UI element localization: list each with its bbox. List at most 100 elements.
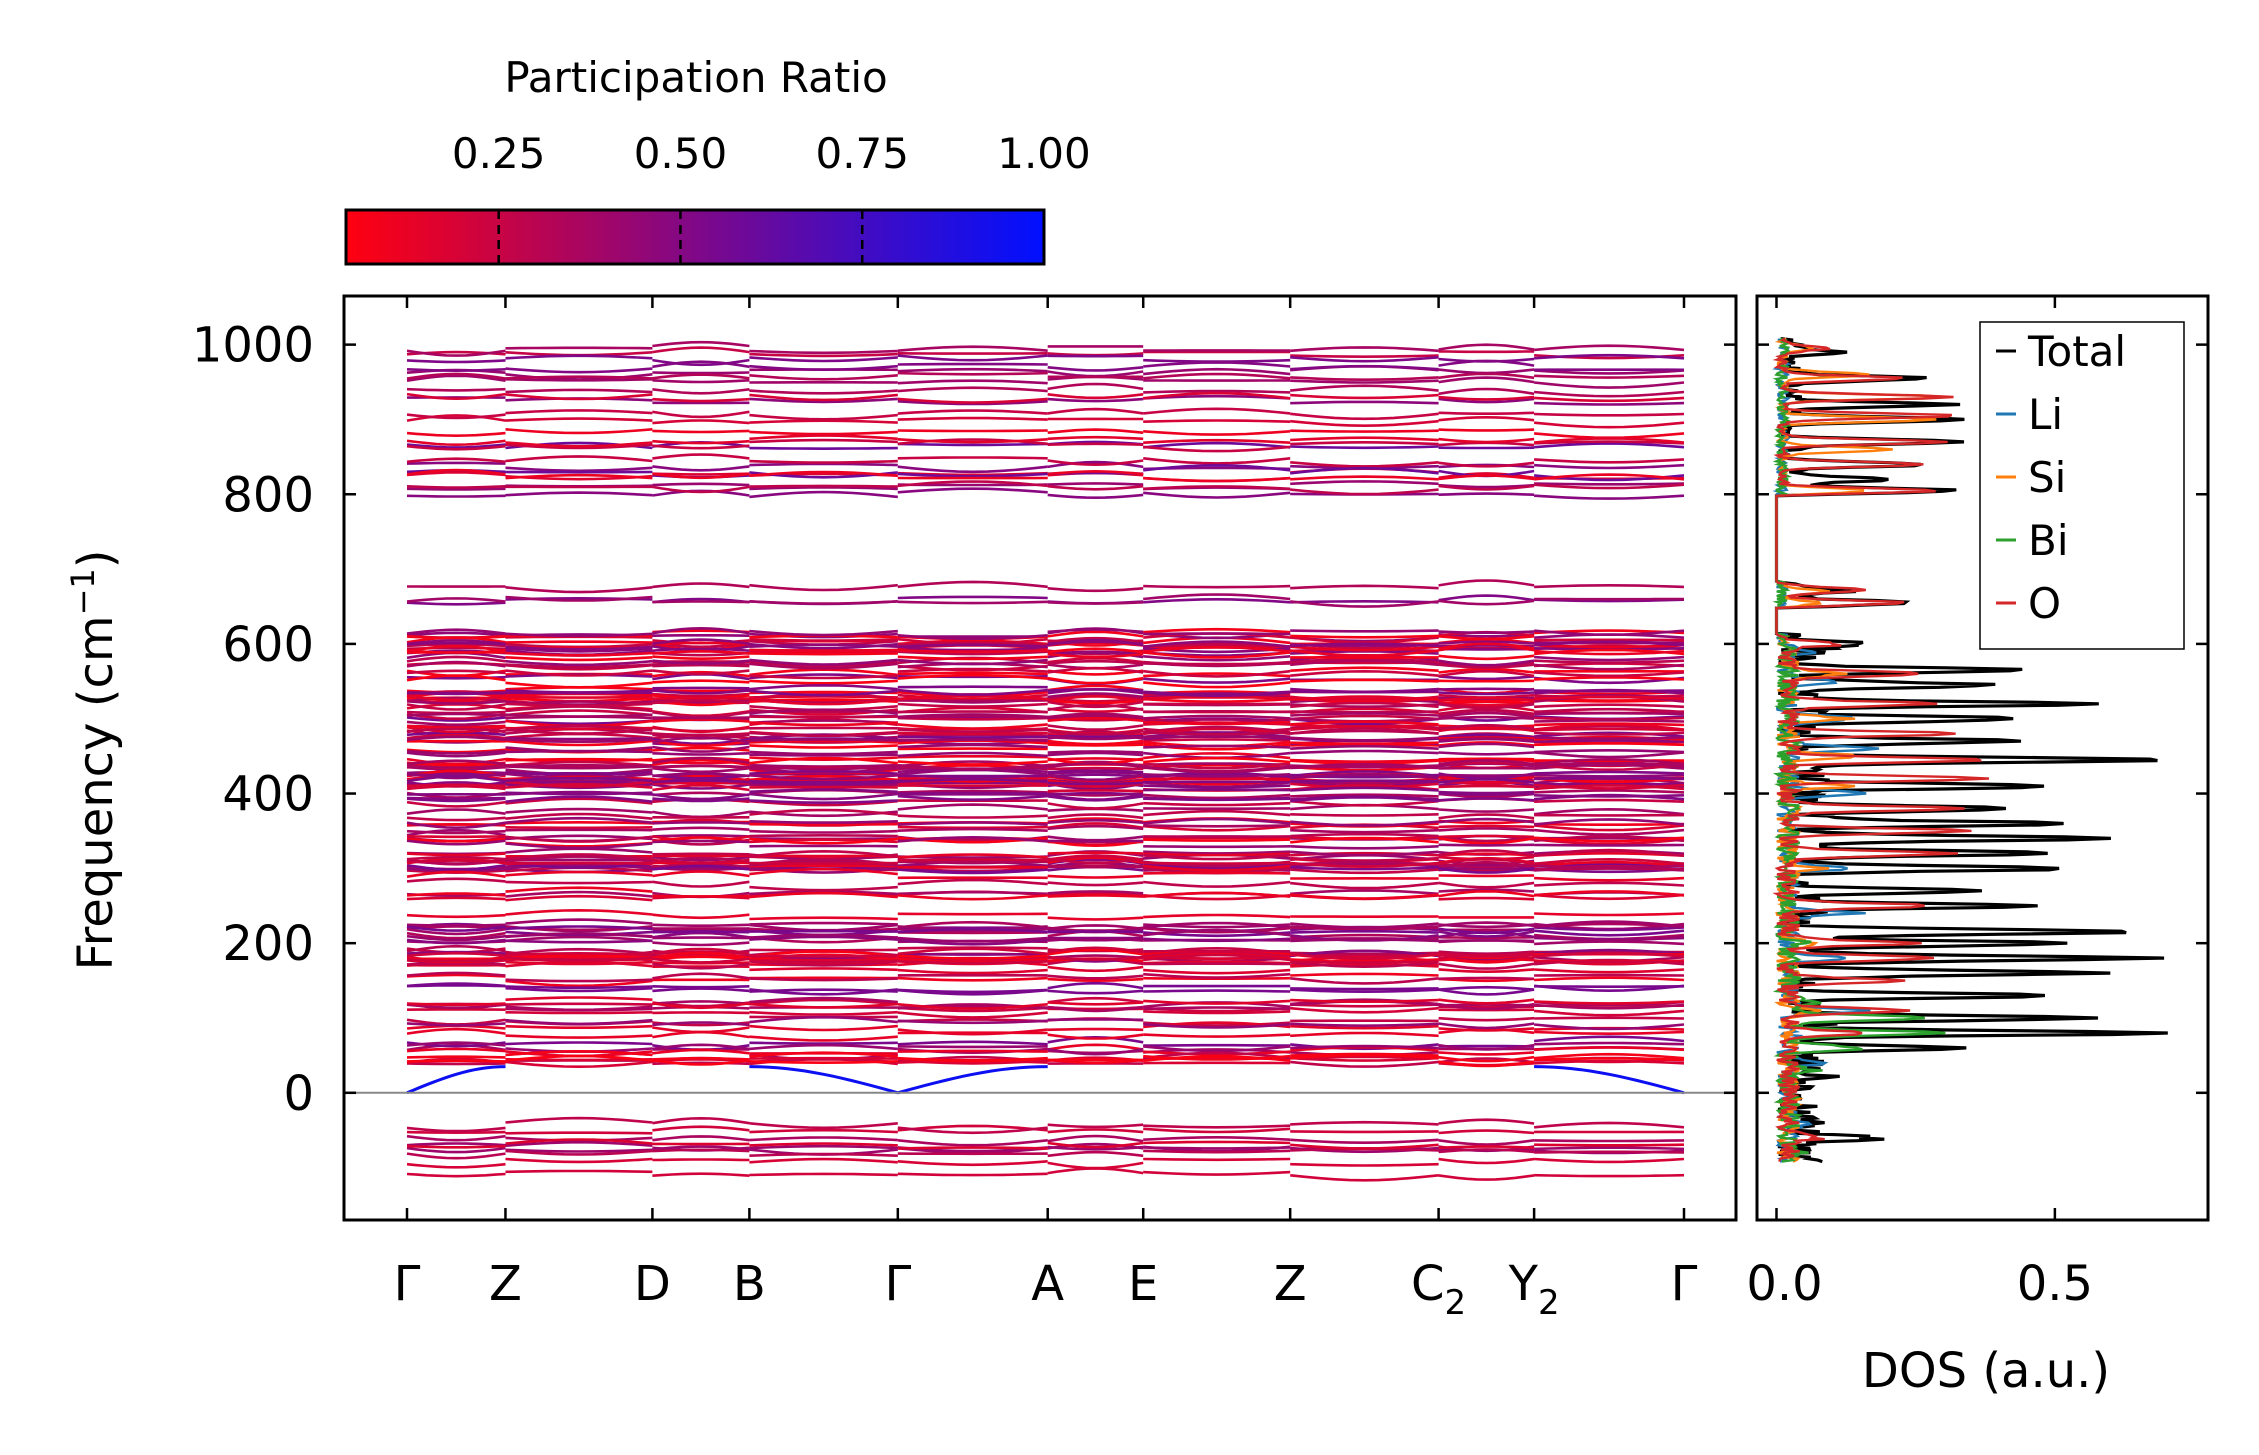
- phonon-branch: [1533, 629, 1685, 637]
- phonon-branch: [1047, 459, 1144, 467]
- phonon-branch: [1533, 1009, 1685, 1017]
- phonon-branch: [1290, 379, 1439, 384]
- phonon-branch: [1290, 466, 1439, 475]
- phonon-branch: [1534, 688, 1685, 695]
- phonon-branch: [1534, 369, 1685, 375]
- phonon-branch: [406, 821, 506, 830]
- phonon-branch: [1534, 1146, 1685, 1151]
- phonon-branch: [652, 764, 750, 769]
- phonon-branch: [1438, 921, 1535, 928]
- phonon-branch: [1143, 845, 1291, 849]
- phonon-branch: [1047, 484, 1144, 491]
- phonon-branch: [1438, 461, 1535, 468]
- phonon-branch: [749, 756, 898, 765]
- phonon-branch: [897, 1057, 1048, 1063]
- phonon-branch: [749, 413, 898, 421]
- phonon-branch: [749, 820, 898, 824]
- phonon-branch: [1143, 389, 1291, 394]
- phonon-branch: [1290, 889, 1439, 896]
- phonon-branch: [1534, 976, 1685, 982]
- phonon-branch: [1438, 792, 1535, 797]
- phonon-branch: [652, 718, 750, 723]
- phonon-branch: [1290, 1120, 1439, 1126]
- phonon-branch: [1534, 655, 1685, 662]
- phonon-branch: [406, 413, 506, 420]
- phonon-branch: [406, 712, 506, 721]
- phonon-branch: [1143, 950, 1291, 958]
- phonon-branch: [406, 387, 506, 392]
- phonon-branch: [652, 923, 750, 927]
- phonon-branch: [505, 1054, 653, 1062]
- phonon-branch: [652, 772, 750, 778]
- phonon-branch: [652, 783, 750, 792]
- phonon-branch: [505, 862, 653, 869]
- band-lines: [344, 340, 1736, 1182]
- phonon-branch: [897, 960, 1048, 965]
- phonon-branch: [897, 947, 1048, 956]
- phonon-branch: [1534, 703, 1685, 709]
- phonon-branch: [652, 1002, 750, 1010]
- phonon-branch: [652, 1000, 750, 1006]
- phonon-branch: [1047, 930, 1144, 934]
- phonon-branch: [1290, 384, 1439, 392]
- phonon-branch: [897, 763, 1048, 771]
- phonon-branch: [1438, 437, 1535, 444]
- phonon-branch: [406, 982, 506, 988]
- phonon-branch: [406, 735, 506, 742]
- phonon-branch: [406, 1172, 506, 1178]
- phonon-branch: [1438, 579, 1535, 587]
- phonon-branch: [1143, 926, 1291, 934]
- phonon-branch: [749, 954, 898, 958]
- phonon-branch: [749, 638, 898, 642]
- phonon-branch: [1047, 854, 1144, 863]
- phonon-branch: [1143, 838, 1291, 842]
- phonon-branch: [1143, 953, 1291, 962]
- phonon-branch: [505, 441, 653, 448]
- phonon-branch: [1290, 866, 1439, 871]
- phonon-branch: [1047, 735, 1144, 741]
- phonon-branch: [1290, 972, 1439, 977]
- phonon-branch: [1438, 976, 1535, 981]
- phonon-branch: [1047, 760, 1144, 767]
- phonon-branch: [1143, 645, 1291, 653]
- dos-lines: [1772, 337, 2168, 1164]
- phonon-branch: [1047, 659, 1144, 665]
- phonon-branch: [1143, 441, 1291, 449]
- phonon-branch: [406, 962, 506, 966]
- phonon-branch: [1047, 781, 1144, 786]
- phonon-branch: [897, 890, 1048, 896]
- phonon-branch: [1533, 760, 1685, 768]
- phonon-branch: [1534, 794, 1685, 798]
- phonon-branch: [1047, 716, 1144, 722]
- phonon-branch: [749, 393, 898, 402]
- phonon-branch: [749, 738, 898, 742]
- phonon-branch: [406, 870, 506, 878]
- phonon-branch: [1290, 717, 1439, 726]
- phonon-branch: [652, 388, 750, 395]
- phonon-branch: [749, 810, 898, 818]
- phonon-branch: [1290, 657, 1439, 664]
- phonon-branch: [749, 662, 898, 670]
- phonon-branch: [406, 1059, 506, 1063]
- phonon-branch: [1143, 361, 1291, 368]
- phonon-branch: [1143, 681, 1291, 689]
- y-axis-label-main: Frequency (cm: [68, 615, 124, 970]
- phonon-branch: [897, 867, 1048, 874]
- phonon-branch: [505, 890, 653, 898]
- phonon-branch: [1290, 354, 1439, 359]
- phonon-branch: [749, 1128, 898, 1134]
- phonon-branch: [1143, 1010, 1291, 1015]
- phonon-branch: [1290, 649, 1439, 657]
- phonon-branch: [1533, 860, 1685, 868]
- phonon-branch: [505, 894, 653, 902]
- phonon-branch: [749, 949, 898, 958]
- phonon-branch: [749, 988, 898, 993]
- phonon-branch: [1143, 1045, 1291, 1053]
- phonon-branch: [505, 853, 653, 861]
- phonon-branch: [1534, 695, 1685, 700]
- phonon-branch: [406, 669, 506, 675]
- phonon-branch: [1438, 889, 1535, 898]
- phonon-branch: [505, 1005, 653, 1012]
- phonon-branch: [749, 891, 898, 899]
